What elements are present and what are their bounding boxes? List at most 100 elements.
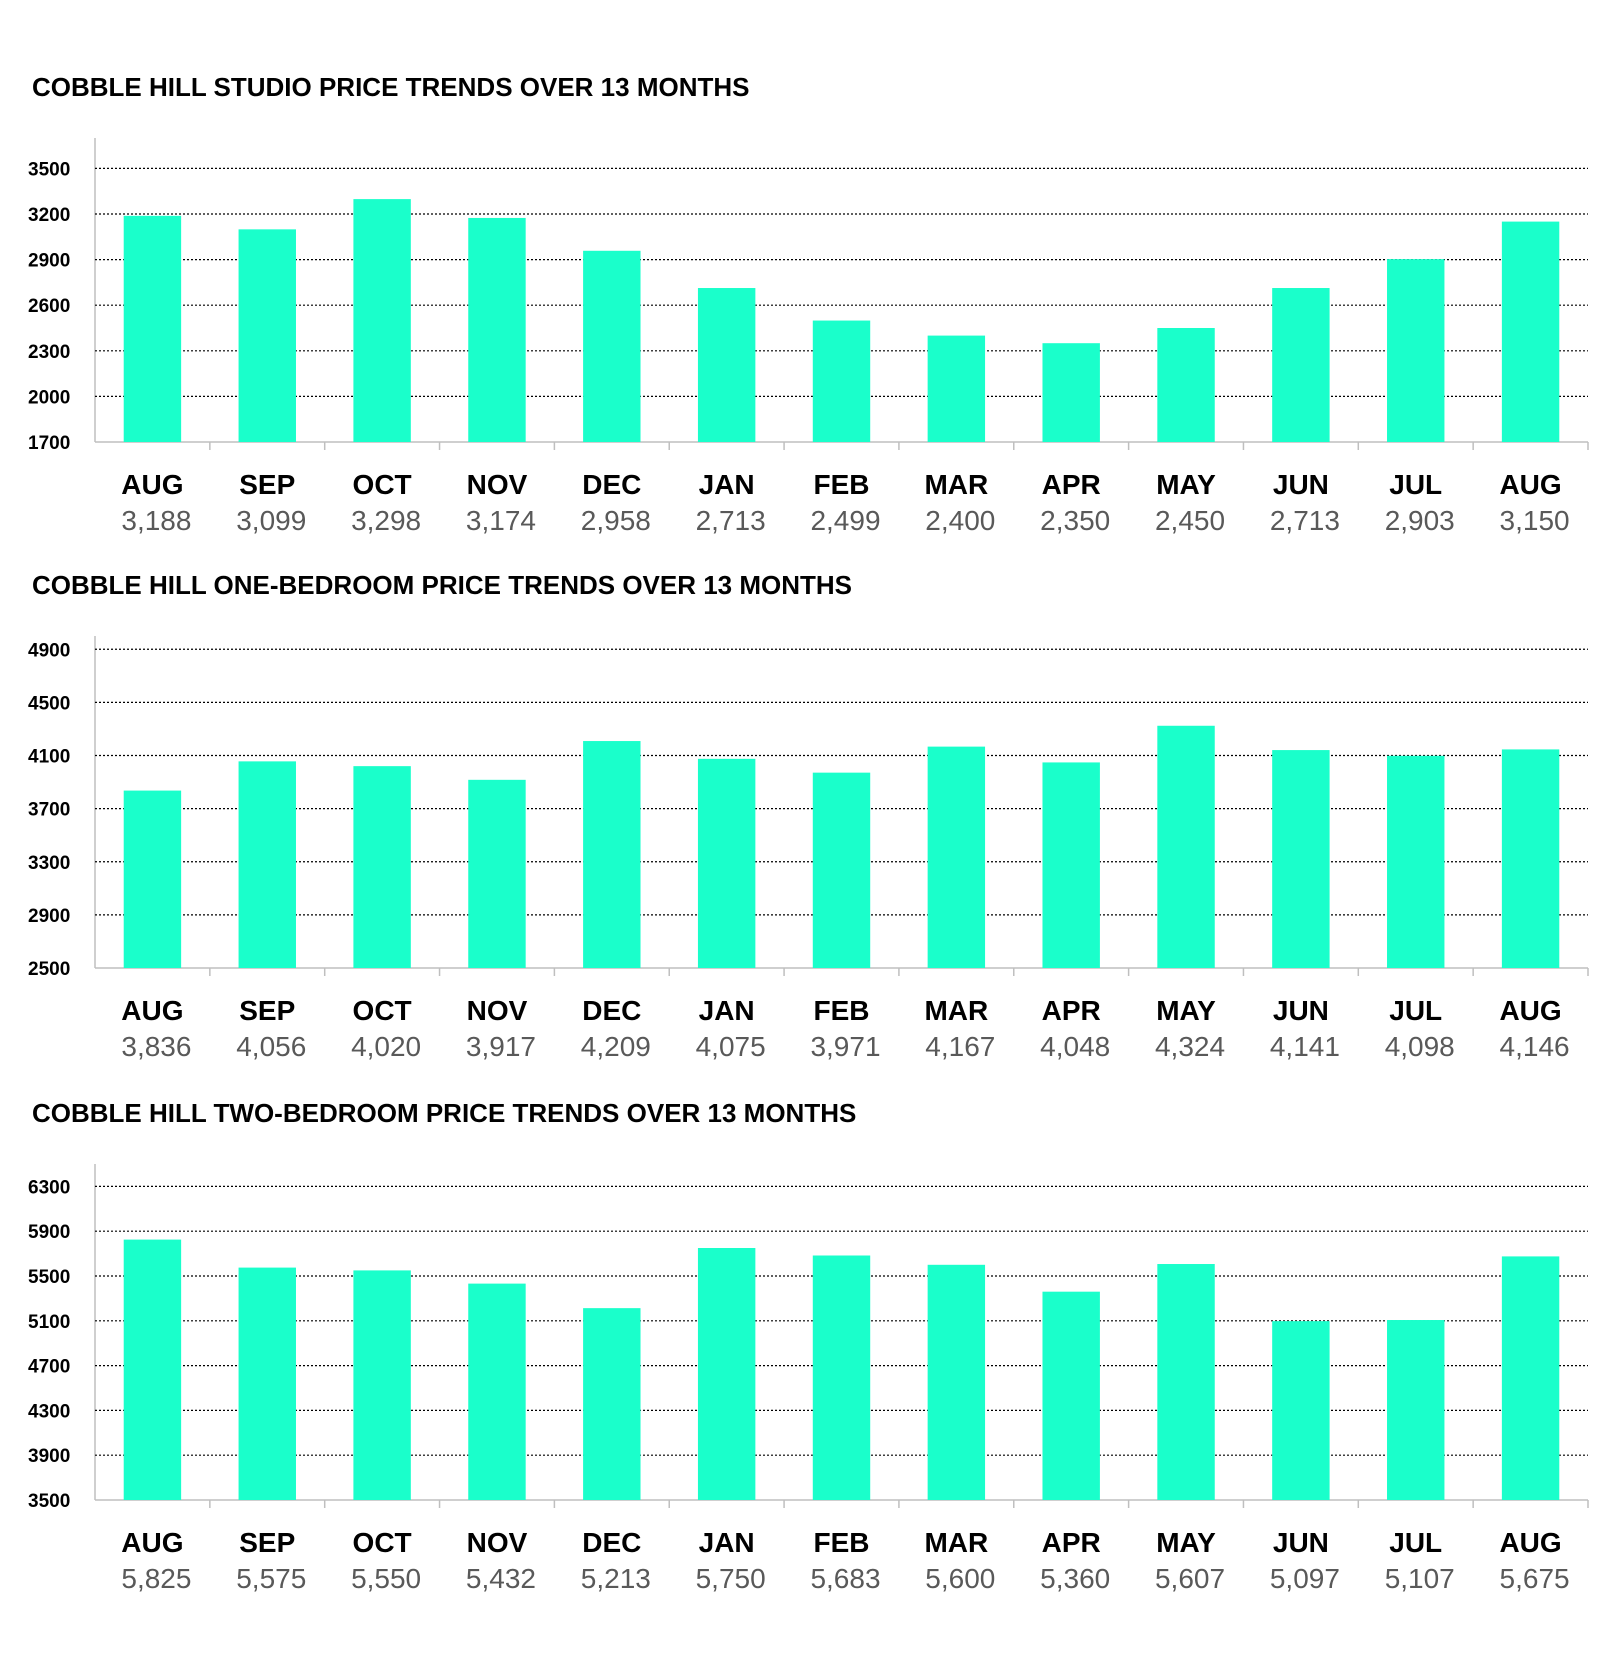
bar — [697, 288, 756, 442]
bar-value-label: 3,971 — [810, 1031, 880, 1062]
bar — [1387, 1320, 1445, 1500]
y-tick-label: 4900 — [28, 640, 70, 661]
bar-value-label: 5,097 — [1270, 1563, 1340, 1594]
bar-value-label: 2,350 — [1040, 505, 1110, 536]
bar — [583, 250, 641, 442]
bar-value-label: 5,213 — [581, 1563, 651, 1594]
bar-value-label: 5,600 — [925, 1563, 995, 1594]
bar — [1501, 1256, 1560, 1500]
bar-value-label: 3,836 — [121, 1031, 191, 1062]
chart-title: COBBLE HILL ONE-BEDROOM PRICE TRENDS OVE… — [32, 570, 853, 600]
bar — [1272, 1321, 1330, 1500]
x-category-label: AUG — [121, 469, 183, 500]
y-tick-label: 4700 — [28, 1357, 70, 1378]
bar — [1387, 755, 1445, 968]
bar — [812, 1255, 871, 1500]
bar — [927, 1264, 986, 1500]
bar-value-label: 5,607 — [1155, 1563, 1225, 1594]
studio-chart-panel: COBBLE HILL STUDIO PRICE TRENDS OVER 13 … — [0, 72, 1600, 542]
x-category-label: OCT — [353, 995, 412, 1026]
y-tick-label: 2900 — [28, 251, 70, 272]
bar — [812, 772, 871, 968]
x-category-label: AUG — [1499, 469, 1561, 500]
y-tick-label: 3500 — [28, 1491, 70, 1512]
x-category-label: SEP — [239, 995, 295, 1026]
x-category-label: APR — [1042, 995, 1101, 1026]
bar-value-label: 2,903 — [1385, 505, 1455, 536]
chart-title: COBBLE HILL TWO-BEDROOM PRICE TRENDS OVE… — [32, 1098, 857, 1128]
bar-value-label: 4,075 — [696, 1031, 766, 1062]
x-category-label: SEP — [239, 469, 295, 500]
bar-value-label: 4,020 — [351, 1031, 421, 1062]
y-tick-label: 4500 — [28, 693, 70, 714]
x-category-label: SEP — [239, 1527, 295, 1558]
bar-value-label: 4,056 — [236, 1031, 306, 1062]
y-tick-label: 3300 — [28, 853, 70, 874]
bar-value-label: 4,141 — [1270, 1031, 1340, 1062]
bar — [927, 335, 986, 442]
x-category-label: MAY — [1156, 469, 1216, 500]
bar — [1042, 343, 1100, 442]
x-category-label: AUG — [121, 995, 183, 1026]
two-bedroom-chart-panel: COBBLE HILL TWO-BEDROOM PRICE TRENDS OVE… — [0, 1098, 1600, 1618]
bar — [123, 215, 182, 442]
bar — [1157, 328, 1215, 442]
x-category-label: OCT — [353, 1527, 412, 1558]
bar — [1157, 725, 1215, 968]
x-category-label: DEC — [582, 469, 641, 500]
x-category-label: JUL — [1389, 1527, 1442, 1558]
bar — [468, 779, 526, 968]
x-category-label: MAR — [924, 469, 988, 500]
x-category-label: OCT — [353, 469, 412, 500]
x-category-label: FEB — [814, 1527, 870, 1558]
x-category-label: MAY — [1156, 995, 1216, 1026]
bar-value-label: 2,713 — [1270, 505, 1340, 536]
x-category-label: NOV — [467, 469, 528, 500]
x-category-label: AUG — [1499, 1527, 1561, 1558]
y-tick-label: 2300 — [28, 342, 70, 363]
bar — [927, 746, 986, 968]
bar-value-label: 4,098 — [1385, 1031, 1455, 1062]
y-tick-label: 4100 — [28, 747, 70, 768]
x-category-label: DEC — [582, 1527, 641, 1558]
x-category-label: NOV — [467, 995, 528, 1026]
bar-value-label: 5,550 — [351, 1563, 421, 1594]
x-category-label: MAR — [924, 995, 988, 1026]
bar-value-label: 4,048 — [1040, 1031, 1110, 1062]
bar — [583, 741, 641, 968]
one-bedroom-chart-panel: COBBLE HILL ONE-BEDROOM PRICE TRENDS OVE… — [0, 570, 1600, 1062]
x-category-label: JUL — [1389, 995, 1442, 1026]
bar-value-label: 5,675 — [1500, 1563, 1570, 1594]
bar — [1042, 1291, 1100, 1500]
x-category-label: JAN — [699, 995, 755, 1026]
two-bedroom-bar-chart: 3500 3900 4300 4700 5100 5500 5900 6300 AUG 5,825… — [28, 1164, 1589, 1594]
x-category-label: AUG — [1499, 995, 1561, 1026]
y-tick-label: 5100 — [28, 1312, 70, 1333]
x-category-label: JAN — [699, 469, 755, 500]
x-category-label: APR — [1042, 469, 1101, 500]
bar-value-label: 3,298 — [351, 505, 421, 536]
x-category-label: AUG — [121, 1527, 183, 1558]
y-tick-label: 6300 — [28, 1177, 70, 1198]
x-category-label: MAR — [924, 1527, 988, 1558]
y-tick-label: 5500 — [28, 1267, 70, 1288]
y-tick-label: 3500 — [28, 159, 70, 180]
x-category-label: FEB — [814, 469, 870, 500]
bar — [1042, 762, 1100, 968]
bar — [353, 1270, 411, 1500]
x-category-label: NOV — [467, 1527, 528, 1558]
bar — [353, 199, 411, 442]
bar — [812, 320, 871, 442]
bar — [1387, 259, 1445, 442]
one-bedroom-bar-chart: 2500 2900 3300 3700 4100 4500 4900 AUG 3,836 SEP 4… — [28, 636, 1589, 1062]
x-category-label: JAN — [699, 1527, 755, 1558]
bar-value-label: 5,750 — [696, 1563, 766, 1594]
x-category-label: JUN — [1273, 1527, 1329, 1558]
y-tick-label: 2000 — [28, 387, 70, 408]
bar-value-label: 4,324 — [1155, 1031, 1225, 1062]
bar — [697, 758, 756, 968]
y-tick-label: 3200 — [28, 205, 70, 226]
bar-value-label: 5,825 — [121, 1563, 191, 1594]
studio-bar-chart: 1700 2000 2300 2600 2900 3200 3500 AUG 3,188 SEP 3… — [28, 138, 1589, 536]
bar-value-label: 5,432 — [466, 1563, 536, 1594]
